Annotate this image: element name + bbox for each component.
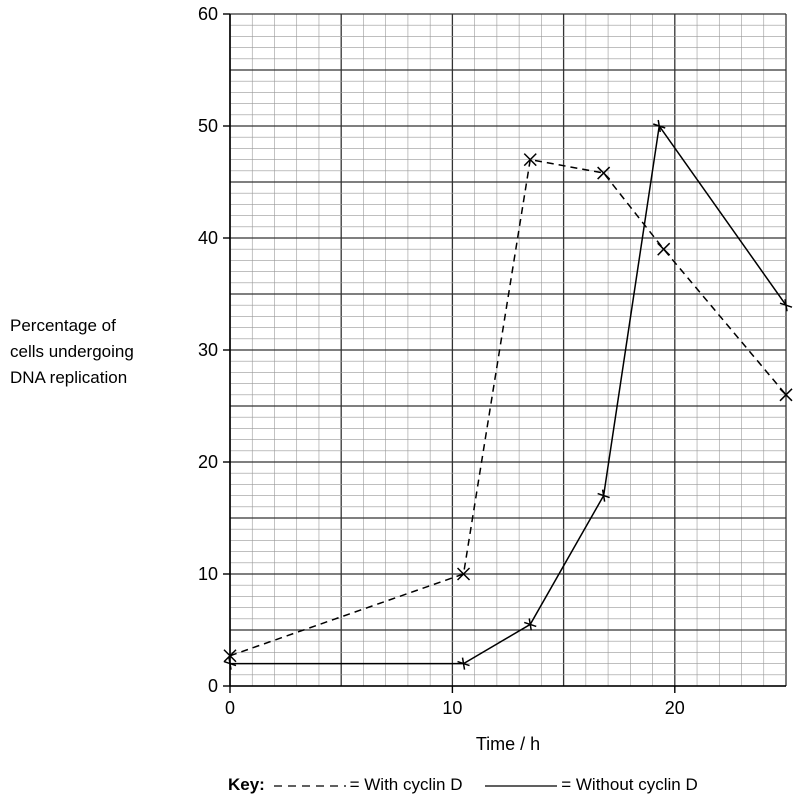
- y-tick-label: 10: [198, 564, 218, 584]
- data-point-marker: [779, 299, 793, 312]
- data-markers: [223, 119, 793, 670]
- y-axis-title-line: Percentage of: [10, 316, 116, 335]
- x-tick-label: 0: [225, 698, 235, 718]
- data-point-marker: [597, 166, 611, 180]
- marker-stroke: [784, 299, 788, 312]
- tick-labels: 0 10 20 30 40 50 60 0 10 20: [198, 4, 685, 718]
- x-tick-label: 20: [665, 698, 685, 718]
- marker-stroke: [597, 166, 611, 180]
- marker-stroke: [461, 657, 466, 670]
- legend-title: Key:: [228, 775, 265, 794]
- marker-stroke: [601, 489, 606, 502]
- marker-stroke: [228, 657, 232, 670]
- x-axis-title: Time / h: [476, 734, 540, 754]
- marker-stroke: [657, 119, 661, 133]
- grid: [229, 13, 787, 687]
- data-point-marker: [456, 567, 471, 581]
- y-axis-title-line: DNA replication: [10, 368, 128, 387]
- legend-dashed-swatch: [273, 784, 346, 787]
- y-tick-label: 50: [198, 116, 218, 136]
- x-tick-label: 10: [442, 698, 462, 718]
- marker-stroke: [528, 618, 532, 631]
- marker-stroke: [223, 649, 237, 663]
- series-line-with-cyclin-d: [229, 158, 787, 657]
- data-point-marker: [657, 242, 671, 256]
- y-tick-label: 40: [198, 228, 218, 248]
- y-tick-label: 20: [198, 452, 218, 472]
- y-axis-title: Percentage of cells undergoing DNA repli…: [10, 313, 134, 391]
- series-line-without-cyclin-d: [230, 124, 787, 665]
- marker-stroke: [523, 153, 537, 167]
- series-lines: [229, 124, 787, 665]
- data-point-marker: [597, 489, 610, 502]
- marker-stroke: [657, 242, 671, 256]
- data-point-marker: [523, 153, 537, 167]
- data-point-marker: [457, 657, 470, 670]
- y-tick-label: 60: [198, 4, 218, 24]
- data-point-marker: [652, 119, 666, 133]
- data-point-marker: [223, 649, 237, 663]
- data-point-marker: [524, 618, 537, 631]
- legend: Key: = With cyclin D = Without cyclin D: [228, 775, 698, 795]
- y-tick-label: 0: [208, 676, 218, 696]
- axes: [223, 13, 786, 693]
- data-point-marker: [779, 388, 793, 402]
- y-tick-label: 30: [198, 340, 218, 360]
- legend-label-without-cyclin-d: = Without cyclin D: [561, 775, 698, 794]
- marker-stroke: [779, 388, 793, 402]
- marker-stroke: [456, 567, 471, 581]
- data-point-marker: [223, 657, 237, 670]
- legend-solid-swatch: [485, 784, 558, 787]
- legend-label-with-cyclin-d: = With cyclin D: [349, 775, 463, 794]
- y-axis-title-line: cells undergoing: [10, 342, 134, 361]
